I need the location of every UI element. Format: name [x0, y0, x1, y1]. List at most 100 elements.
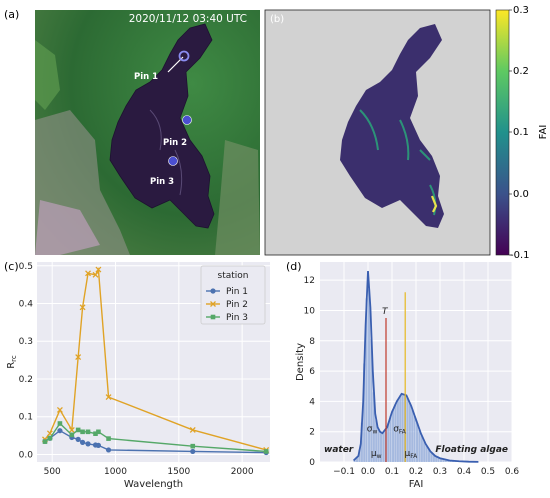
data-point — [85, 270, 91, 277]
lake-shape — [109, 23, 215, 229]
floating-algae-annotation: Floating algae — [435, 445, 508, 455]
satellite-image: 2020/11/12 03:40 UTC Pin 1 Pin 2 Pin 3 — [35, 10, 260, 255]
data-point — [68, 426, 75, 433]
fai-peak-patch — [430, 195, 438, 213]
histogram-bar — [413, 416, 416, 462]
data-point — [75, 427, 81, 433]
y-tick-label: 0.3 — [19, 337, 33, 347]
data-point — [263, 449, 269, 454]
pin-2-marker[interactable] — [182, 115, 192, 125]
histogram-bar — [444, 459, 447, 462]
histogram-bar — [358, 449, 361, 462]
fai-map-panel: (b) 0.3 0.2 0.1 0.0 -0.1 FAI — [264, 5, 549, 261]
data-point — [96, 429, 101, 435]
fai-bloom-streaks — [359, 109, 437, 216]
x-tick-label: −0.1 — [333, 467, 355, 477]
data-point — [105, 447, 112, 453]
histogram-bar — [365, 298, 368, 462]
data-point — [93, 431, 98, 436]
timestamp-label: 2020/11/12 03:40 UTC — [129, 13, 247, 25]
y-tick-label: 12 — [304, 276, 315, 286]
land-east-patch — [215, 140, 260, 255]
x-tick-label: 0.2 — [409, 467, 423, 477]
data-point — [85, 429, 91, 435]
pin-2-label: Pin 2 — [163, 138, 187, 148]
histogram-bar — [370, 339, 373, 462]
histogram-bar — [375, 420, 378, 462]
histogram-bar — [394, 404, 397, 462]
data-point — [92, 271, 99, 278]
pin-3-marker[interactable] — [168, 156, 178, 166]
legend-marker — [210, 301, 216, 307]
histogram-bar — [408, 403, 411, 462]
y-tick-label: 8 — [309, 337, 315, 347]
data-point — [69, 432, 75, 438]
y-tick-label: 0.5 — [19, 262, 33, 272]
data-point — [189, 426, 196, 433]
histogram-bar — [420, 435, 423, 462]
data-point — [75, 354, 82, 361]
fai-colorbar — [495, 9, 510, 256]
data-point — [105, 394, 112, 401]
mu-w-annotation: μw — [371, 449, 382, 460]
pin-1-marker[interactable] — [178, 50, 190, 62]
panel-c-label: (c) — [4, 260, 19, 273]
colorbar-tick-label: 0.3 — [513, 5, 529, 16]
histogram-bar — [401, 394, 404, 462]
data-point — [57, 428, 63, 434]
sigma-fa-annotation: σFA — [393, 425, 407, 436]
histogram-bar — [425, 445, 428, 462]
data-point — [190, 448, 196, 455]
data-point — [56, 406, 63, 413]
legend-label: Pin 2 — [226, 300, 248, 310]
histogram-bar — [447, 460, 450, 462]
y-tick-label: 0.0 — [19, 450, 34, 460]
y-tick-label: 0 — [309, 458, 315, 468]
y-tick-label: 0.2 — [19, 375, 33, 385]
sigma-w-annotation: σw — [367, 425, 378, 436]
data-point — [95, 442, 102, 448]
histogram-bar — [428, 449, 431, 462]
data-point — [57, 421, 63, 426]
histogram-bar — [430, 452, 433, 462]
legend-title: station — [218, 271, 249, 281]
pin-1-label: Pin 1 — [134, 72, 158, 82]
colorbar-tick-label: 0.0 — [513, 189, 529, 200]
histogram-bar — [368, 289, 371, 462]
y-tick-label: 0.1 — [19, 413, 33, 423]
x-tick-label: 2000 — [231, 467, 254, 477]
colorbar-tick-label: 0.2 — [513, 66, 529, 77]
x-tick-label: 0.6 — [505, 467, 520, 477]
x-tick-label: 0.5 — [481, 467, 495, 477]
histogram-bar — [372, 392, 375, 462]
legend-marker — [210, 314, 216, 320]
land-light-patch — [35, 40, 60, 110]
histogram-bar — [387, 423, 390, 462]
data-point — [79, 304, 86, 311]
x-tick-label: 1500 — [167, 467, 190, 477]
x-tick-label: 0.3 — [433, 467, 447, 477]
histogram-bar — [411, 409, 414, 462]
x-tick-label: 0.4 — [457, 467, 472, 477]
x-tick-label: 0.0 — [361, 467, 376, 477]
y-axis-label: Rrc — [6, 355, 18, 369]
data-point — [75, 436, 81, 442]
urban-pink-area — [35, 200, 100, 255]
y-axis-label: Density — [295, 343, 306, 381]
y-tick-label: 4 — [309, 397, 315, 407]
data-point — [79, 439, 86, 445]
histogram-bar — [406, 397, 409, 462]
water-annotation: water — [324, 445, 354, 455]
histogram-bar — [423, 441, 426, 462]
x-tick-label: 500 — [44, 467, 61, 477]
histogram-bar — [356, 457, 359, 462]
kde-curve — [352, 271, 479, 463]
histogram-bar — [389, 415, 392, 462]
panel-b-label: (b) — [270, 14, 284, 25]
pin-3-label: Pin 3 — [150, 177, 174, 187]
y-tick-label: 10 — [304, 306, 316, 316]
legend-label: Pin 3 — [226, 313, 248, 323]
histogram-bar — [437, 457, 440, 462]
histogram-bar — [435, 456, 438, 462]
histogram-bar — [416, 422, 419, 462]
